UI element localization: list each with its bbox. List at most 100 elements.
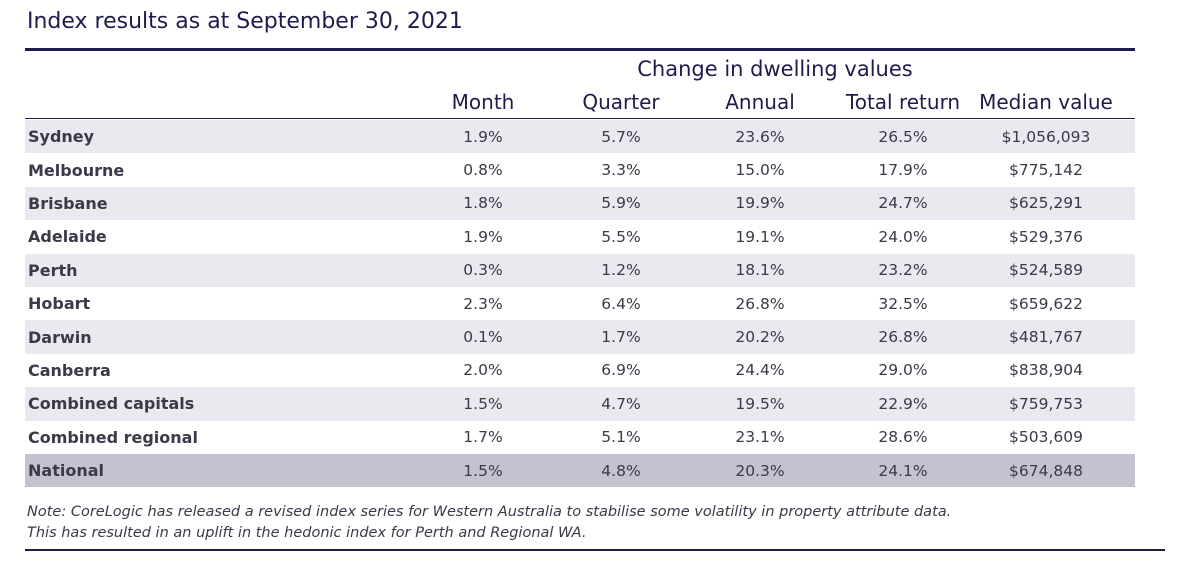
median-value: $759,753 (975, 387, 1117, 421)
top-rule (25, 48, 1135, 51)
cell-spacer (973, 320, 975, 354)
median-value: $775,142 (1009, 161, 1083, 180)
cell-spacer (973, 387, 975, 421)
cell-spacer (533, 387, 571, 421)
total-return-value: 26.8% (833, 320, 973, 354)
annual-value: 15.0% (735, 161, 785, 180)
table-row: National 1.5% 4.8% 20.3% 24.1% $674,848 (25, 453, 1135, 488)
cell-spacer (533, 287, 571, 320)
month-value: 1.5% (433, 453, 533, 488)
quarter-value: 5.5% (601, 227, 641, 246)
median-value: $674,848 (975, 453, 1117, 488)
column-header-annual: Annual (725, 90, 795, 114)
cell-spacer (810, 421, 833, 454)
cell-spacer (810, 220, 833, 253)
cell-spacer (1117, 453, 1135, 488)
cell-spacer (810, 186, 833, 221)
annual-value: 18.1% (710, 253, 810, 287)
total-return-value: 24.1% (833, 453, 973, 488)
table-row: Darwin 0.1% 1.7% 20.2% 26.8% $481,767 (25, 320, 1135, 354)
annual-value: 20.2% (710, 320, 810, 354)
column-header-month: Month (451, 90, 515, 114)
month-value: 2.0% (463, 361, 503, 380)
month-value: 1.7% (463, 428, 503, 447)
cell-spacer (973, 186, 975, 221)
quarter-value: 6.4% (601, 294, 641, 313)
bottom-rule (25, 549, 1165, 551)
footnote-line-1: Note: CoreLogic has released a revised i… (27, 504, 952, 520)
annual-value: 19.9% (710, 186, 810, 221)
cell-spacer (671, 387, 710, 421)
column-header-total-return: Total return (845, 90, 961, 114)
total-return-value: 22.9% (833, 387, 973, 421)
quarter-value: 5.1% (601, 428, 641, 447)
table-row: Combined regional 1.7% 5.1% 23.1% 28.6% $503,… (25, 421, 1135, 454)
cell-spacer (1117, 220, 1135, 253)
cell-spacer (1117, 320, 1135, 354)
cell-spacer (533, 153, 571, 186)
cell-spacer (671, 320, 710, 354)
quarter-value: 1.7% (571, 320, 671, 354)
cell-spacer (1117, 153, 1135, 186)
month-value: 1.9% (433, 120, 533, 154)
city-name: Adelaide (28, 227, 107, 247)
cell-spacer (671, 287, 710, 320)
cell-spacer (671, 421, 710, 454)
index-results-table: Sydney 1.9% 5.7% 23.6% 26.5% $1,056,093 Melbou… (25, 120, 1135, 488)
cell-spacer (1117, 354, 1135, 387)
column-header-median-value: Median value (979, 90, 1113, 114)
cell-spacer (533, 220, 571, 253)
month-value: 2.3% (463, 294, 503, 313)
cell-spacer (810, 354, 833, 387)
median-value: $625,291 (975, 186, 1117, 221)
cell-spacer (1117, 120, 1135, 154)
cell-spacer (810, 120, 833, 154)
annual-value: 20.3% (710, 453, 810, 488)
table-row: Combined capitals 1.5% 4.7% 19.5% 22.9% $759,… (25, 387, 1135, 421)
cell-spacer (671, 220, 710, 253)
city-name: Combined regional (28, 427, 198, 447)
cell-spacer (973, 453, 975, 488)
quarter-value: 3.3% (601, 161, 641, 180)
median-value: $659,622 (1009, 294, 1083, 313)
total-return-value: 24.0% (878, 227, 928, 246)
median-value: $838,904 (1009, 361, 1083, 380)
annual-value: 23.6% (710, 120, 810, 154)
column-header-quarter: Quarter (582, 90, 660, 114)
cell-spacer (671, 453, 710, 488)
month-value: 1.8% (433, 186, 533, 221)
month-value: 1.9% (463, 227, 503, 246)
month-value: 1.5% (433, 387, 533, 421)
cell-spacer (533, 320, 571, 354)
group-header: Change in dwelling values (637, 57, 913, 81)
quarter-value: 6.9% (601, 361, 641, 380)
cell-spacer (1117, 253, 1135, 287)
median-value: $503,609 (1009, 428, 1083, 447)
table-row: Adelaide 1.9% 5.5% 19.1% 24.0% $529,376 (25, 220, 1135, 253)
total-return-value: 28.6% (878, 428, 928, 447)
total-return-value: 24.7% (833, 186, 973, 221)
annual-value: 23.1% (735, 428, 785, 447)
cell-spacer (533, 120, 571, 154)
quarter-value: 4.8% (571, 453, 671, 488)
annual-value: 26.8% (735, 294, 785, 313)
header-rule (25, 118, 1135, 119)
table-row: Perth 0.3% 1.2% 18.1% 23.2% $524,589 (25, 253, 1135, 287)
cell-spacer (533, 354, 571, 387)
month-value: 0.1% (433, 320, 533, 354)
total-return-value: 32.5% (878, 294, 928, 313)
cell-spacer (810, 253, 833, 287)
total-return-value: 23.2% (833, 253, 973, 287)
quarter-value: 4.7% (571, 387, 671, 421)
cell-spacer (533, 186, 571, 221)
city-name: Sydney (25, 120, 433, 154)
cell-spacer (671, 186, 710, 221)
cell-spacer (1117, 421, 1135, 454)
city-name: Canberra (28, 360, 111, 380)
footnote: Note: CoreLogic has released a revised i… (27, 502, 951, 544)
cell-spacer (1117, 387, 1135, 421)
cell-spacer (671, 354, 710, 387)
total-return-value: 29.0% (878, 361, 928, 380)
quarter-value: 1.2% (571, 253, 671, 287)
cell-spacer (973, 253, 975, 287)
